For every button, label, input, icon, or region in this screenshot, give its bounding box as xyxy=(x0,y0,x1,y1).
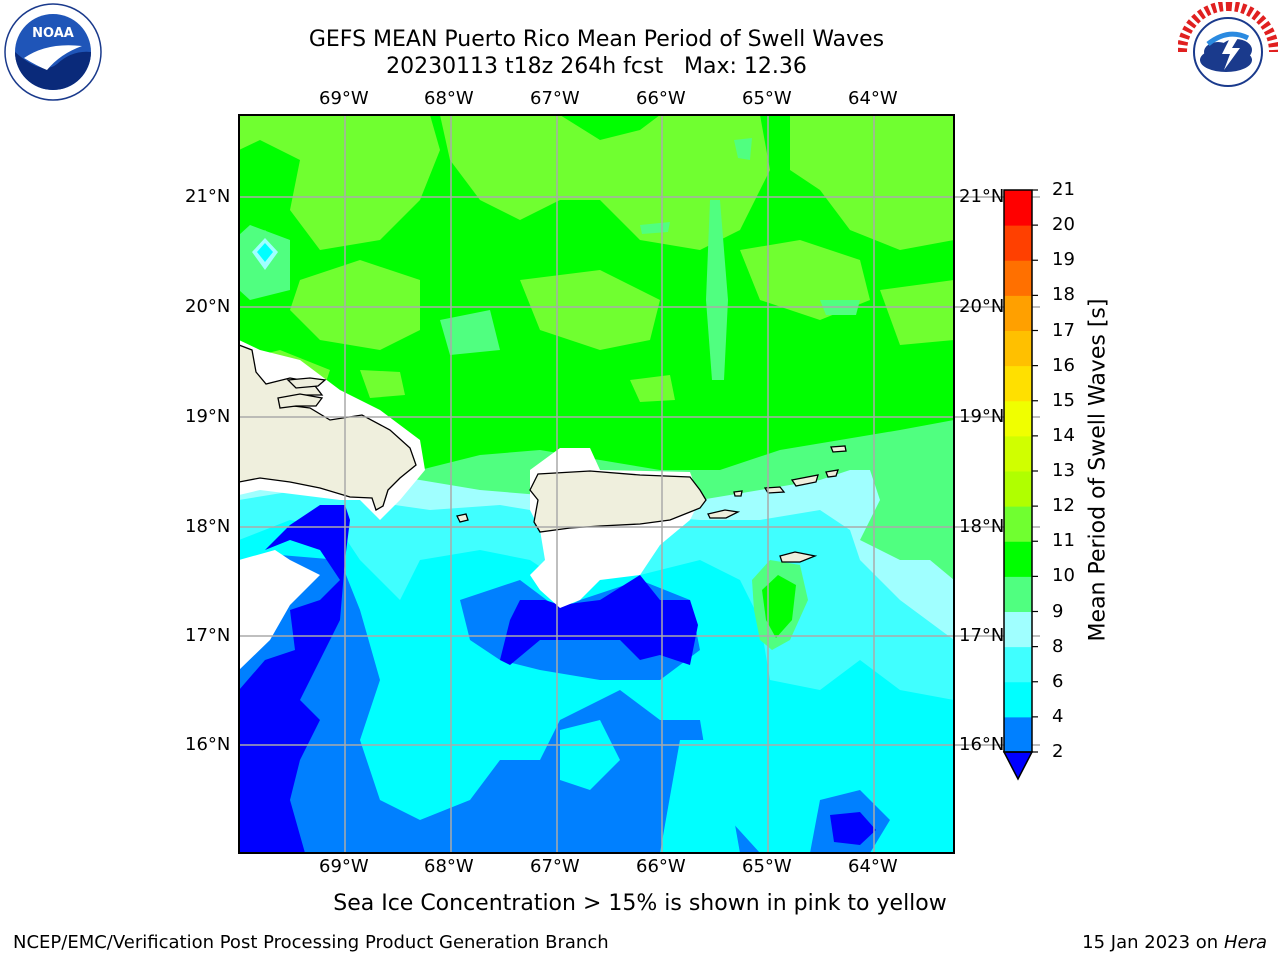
lat-label-right: 19°N xyxy=(959,406,1005,427)
colorbar-segment xyxy=(1004,681,1032,718)
nws-logo-icon xyxy=(1178,2,1278,99)
lon-label-bottom: 66°W xyxy=(636,856,686,877)
noaa-logo-text: NOAA xyxy=(32,26,74,41)
lat-label-right: 17°N xyxy=(959,625,1005,646)
colorbar-tick-label: 9 xyxy=(1052,600,1064,622)
colorbar-title: Mean Period of Swell Waves [s] xyxy=(1085,298,1111,642)
footer-date: 15 Jan 2023 on Hera xyxy=(1082,932,1267,954)
colorbar-tick-label: 8 xyxy=(1052,635,1064,657)
colorbar-tick-label: 19 xyxy=(1052,249,1075,271)
colorbar-tick-label: 12 xyxy=(1052,495,1075,517)
lat-label-left: 20°N xyxy=(185,296,231,317)
colorbar-segment xyxy=(1004,225,1032,261)
colorbar-tick-label: 21 xyxy=(1052,179,1075,200)
colorbar-segment xyxy=(1004,471,1032,507)
colorbar-segment xyxy=(1004,541,1032,577)
lat-label-right: 21°N xyxy=(959,186,1005,207)
lon-label-bottom: 69°W xyxy=(319,856,369,877)
lat-label-left: 19°N xyxy=(185,406,231,427)
lat-label-left: 17°N xyxy=(185,625,231,646)
contour-field xyxy=(239,115,954,853)
colorbar-extend-triangle xyxy=(1002,751,1034,781)
lat-label-left: 16°N xyxy=(185,734,231,755)
colorbar-tick-label: 20 xyxy=(1052,214,1075,236)
colorbar-segment xyxy=(1004,435,1032,472)
lon-label-bottom: 68°W xyxy=(424,856,474,877)
colorbar-tick-label: 16 xyxy=(1052,354,1075,376)
lat-label-left: 18°N xyxy=(185,516,231,537)
colorbar-segment xyxy=(1004,190,1032,226)
footer-host: Hera xyxy=(1223,932,1267,953)
lat-label-right: 20°N xyxy=(959,296,1005,317)
title-line-2: 20230113 t18z 264h fcst Max: 12.36 xyxy=(386,54,807,79)
lon-label-top: 69°W xyxy=(319,88,369,109)
colorbar-tick-label: 17 xyxy=(1052,319,1075,341)
lat-label-right: 16°N xyxy=(959,734,1005,755)
graticule xyxy=(239,115,1040,853)
lon-label-top: 64°W xyxy=(848,88,898,109)
sea-ice-note: Sea Ice Concentration > 15% is shown in … xyxy=(333,891,947,916)
map-frame xyxy=(238,114,955,854)
colorbar-tick-label: 11 xyxy=(1052,530,1075,552)
lon-label-top: 65°W xyxy=(742,88,792,109)
colorbar-tick-label: 14 xyxy=(1052,424,1075,446)
noaa-logo-icon: NOAA xyxy=(4,3,102,101)
colorbar-segment xyxy=(1004,646,1032,683)
colorbar-tick-label: 10 xyxy=(1052,565,1075,587)
lon-label-bottom: 65°W xyxy=(742,856,792,877)
colorbar-tick-label: 15 xyxy=(1052,389,1075,411)
title-line-1: GEFS MEAN Puerto Rico Mean Period of Swe… xyxy=(308,27,885,52)
colorbar-segment xyxy=(1004,506,1032,542)
colorbar-bar xyxy=(1002,189,1038,781)
lon-label-top: 66°W xyxy=(636,88,686,109)
colorbar-segment xyxy=(1004,716,1032,753)
colorbar-segment xyxy=(1004,295,1032,331)
lon-label-bottom: 67°W xyxy=(530,856,580,877)
footer-date-text: 15 Jan 2023 on xyxy=(1082,932,1224,953)
lon-label-top: 67°W xyxy=(530,88,580,109)
colorbar-segment xyxy=(1004,400,1032,437)
colorbar-tick-label: 18 xyxy=(1052,284,1075,306)
colorbar-segment xyxy=(1004,576,1032,612)
colorbar-tick-label: 2 xyxy=(1052,741,1064,762)
colorbar-tick-label: 4 xyxy=(1052,705,1064,727)
colorbar-segment xyxy=(1004,365,1032,402)
colorbar-tick-label: 13 xyxy=(1052,460,1075,481)
colorbar-segment xyxy=(1004,330,1032,367)
lon-label-top: 68°W xyxy=(424,88,474,109)
lon-label-bottom: 64°W xyxy=(848,856,898,877)
colorbar-segment xyxy=(1004,611,1032,648)
lat-label-right: 18°N xyxy=(959,516,1005,537)
colorbar-tick-label: 6 xyxy=(1052,670,1064,692)
colorbar-segment xyxy=(1004,260,1032,296)
lat-label-left: 21°N xyxy=(185,186,231,207)
footer-credit: NCEP/EMC/Verification Post Processing Pr… xyxy=(13,932,609,953)
